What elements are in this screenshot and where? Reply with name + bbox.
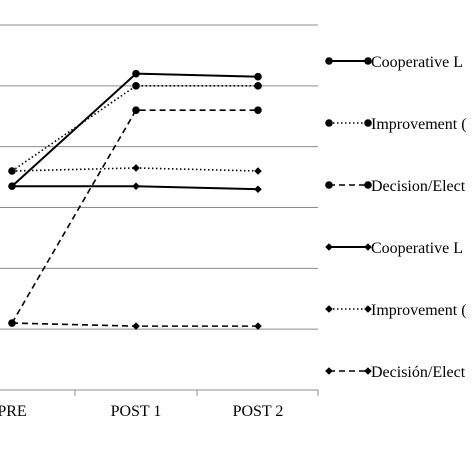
x-tick-label: PRE: [0, 403, 27, 420]
data-point-diamond: [8, 182, 16, 191]
legend-item-6: Decisión/Elect: [325, 364, 466, 381]
data-point-diamond: [254, 185, 262, 194]
data-point-circle: [132, 106, 140, 114]
series-6: [8, 319, 262, 330]
series-group: [8, 69, 262, 330]
series-4: [8, 182, 262, 194]
x-tick-label: POST 2: [233, 403, 284, 420]
x-axis: PRE POST 1 POST 2: [0, 389, 319, 420]
data-point-diamond: [325, 243, 333, 251]
legend-label: Improvement (: [371, 302, 467, 319]
x-tick-label: POST 1: [111, 403, 162, 420]
legend-label: Cooperative L: [371, 240, 463, 257]
legend-item-3: Decision/Elect: [325, 178, 466, 195]
data-point-diamond: [325, 367, 333, 375]
data-point-diamond: [8, 167, 16, 175]
data-point-diamond: [364, 243, 372, 251]
data-point-circle: [132, 69, 140, 78]
data-point-diamond: [364, 305, 372, 313]
legend-label: Decisión/Elect: [371, 364, 466, 381]
series-5: [8, 164, 262, 175]
data-point-circle: [254, 72, 262, 81]
data-point-diamond: [325, 305, 333, 313]
data-point-circle: [364, 119, 372, 127]
legend-label: Improvement (: [371, 116, 467, 133]
data-point-circle: [364, 57, 372, 65]
gridlines: [0, 24, 318, 330]
data-point-circle: [325, 181, 333, 189]
legend: Cooperative L Improvement ( Decision/Elect…: [325, 54, 467, 381]
legend-label: Decision/Elect: [371, 178, 466, 195]
legend-item-4: Cooperative L: [325, 240, 463, 257]
data-point-diamond: [364, 367, 372, 375]
data-point-circle: [325, 57, 333, 65]
legend-item-2: Improvement (: [325, 116, 467, 133]
data-point-circle: [254, 106, 262, 114]
legend-item-1: Cooperative L: [325, 54, 463, 71]
data-point-diamond: [132, 164, 140, 172]
data-point-diamond: [254, 167, 262, 175]
data-point-diamond: [132, 322, 140, 330]
legend-item-5: Improvement (: [325, 302, 467, 319]
data-point-circle: [254, 82, 262, 90]
data-point-circle: [132, 82, 140, 90]
series-line: [11, 109, 258, 324]
series-2: [8, 82, 262, 175]
data-point-circle: [364, 181, 372, 189]
data-point-diamond: [132, 182, 140, 191]
data-point-diamond: [254, 322, 262, 330]
series-3: [8, 106, 262, 327]
legend-label: Cooperative L: [371, 54, 463, 71]
data-point-circle: [325, 119, 333, 127]
series-line: [11, 85, 258, 172]
data-point-diamond: [8, 319, 16, 327]
